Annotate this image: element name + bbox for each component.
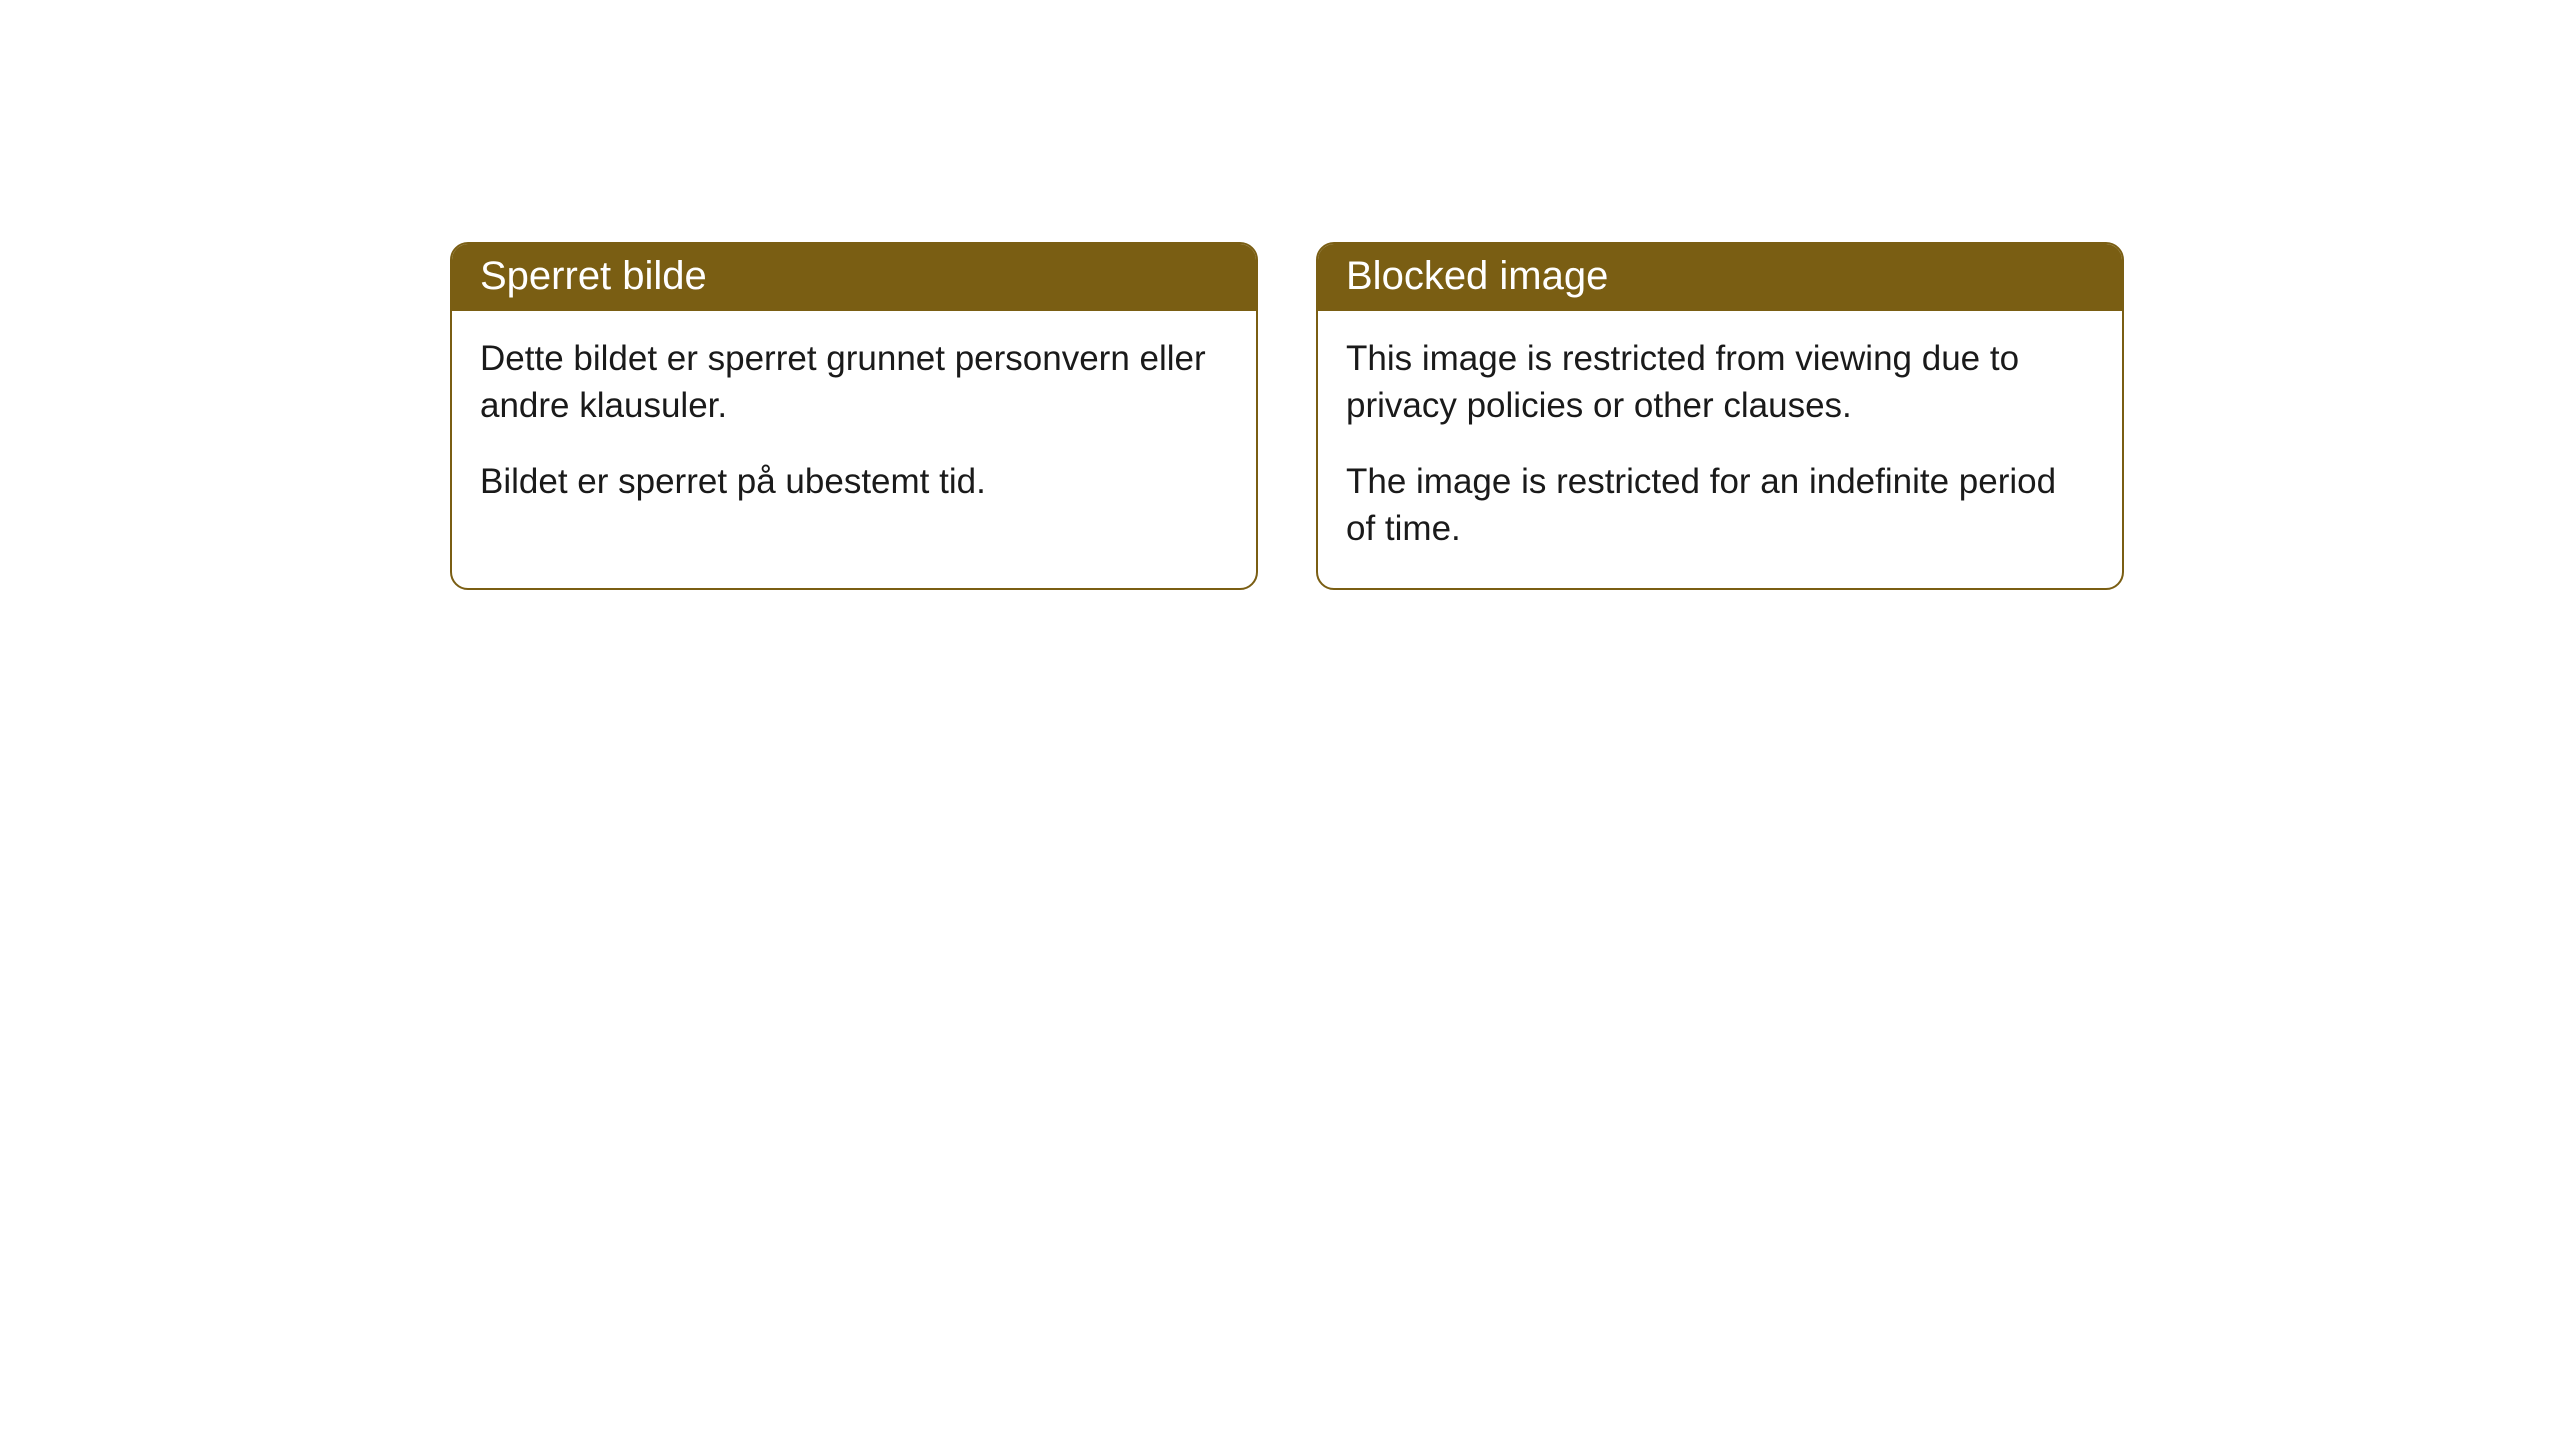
card-header-no: Sperret bilde xyxy=(452,244,1256,311)
card-body-en: This image is restricted from viewing du… xyxy=(1318,311,2122,588)
blocked-image-card-no: Sperret bilde Dette bildet er sperret gr… xyxy=(450,242,1258,590)
card-text-en-2: The image is restricted for an indefinit… xyxy=(1346,458,2094,553)
card-text-no-1: Dette bildet er sperret grunnet personve… xyxy=(480,335,1228,430)
card-text-no-2: Bildet er sperret på ubestemt tid. xyxy=(480,458,1228,505)
card-header-en: Blocked image xyxy=(1318,244,2122,311)
cards-container: Sperret bilde Dette bildet er sperret gr… xyxy=(0,0,2560,590)
blocked-image-card-en: Blocked image This image is restricted f… xyxy=(1316,242,2124,590)
card-text-en-1: This image is restricted from viewing du… xyxy=(1346,335,2094,430)
card-body-no: Dette bildet er sperret grunnet personve… xyxy=(452,311,1256,541)
